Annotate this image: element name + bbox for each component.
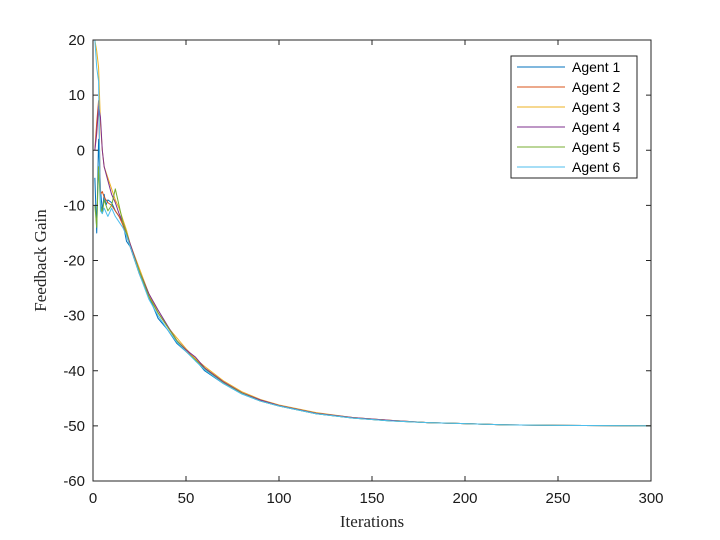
y-tick-label: -20: [63, 253, 85, 270]
y-tick-label: 0: [77, 142, 85, 159]
legend-label: Agent 3: [572, 99, 620, 115]
series-line-agent-1: [94, 138, 651, 427]
legend-label: Agent 4: [572, 119, 620, 135]
y-tick-label: 20: [68, 32, 85, 49]
legend-label: Agent 2: [572, 79, 620, 95]
x-tick-label: 50: [178, 490, 195, 507]
legend-box: [510, 55, 638, 179]
legend-items: Agent 1 Agent 2 Agent 3 Agent 4 Agent 5 Agent…: [517, 59, 620, 175]
series-line-agent-6: [94, 40, 651, 427]
series-line-agent-5: [94, 166, 651, 427]
x-tick-label: 150: [359, 490, 384, 507]
legend-item-agent-3[interactable]: Agent 3: [517, 99, 620, 115]
x-tick-label: 200: [452, 490, 477, 507]
series-layer: [94, 40, 651, 427]
legend-label: Agent 5: [572, 139, 620, 155]
x-axis-title: Iterations: [340, 512, 404, 531]
y-tick-label: -10: [63, 197, 85, 214]
y-tick-label: 10: [68, 87, 85, 104]
y-tick-label: -40: [63, 363, 85, 380]
y-axis-title: Feedback Gain: [31, 209, 50, 312]
x-tick-label: 300: [638, 490, 663, 507]
legend-item-agent-1[interactable]: Agent 1: [517, 59, 620, 75]
y-tick-label: -30: [63, 308, 85, 325]
y-tick-label: -60: [63, 473, 85, 490]
legend-item-agent-4[interactable]: Agent 4: [517, 119, 620, 135]
legend-item-agent-2[interactable]: Agent 2: [517, 79, 620, 95]
series-line-agent-4: [94, 105, 651, 427]
x-tick-label: 0: [89, 490, 97, 507]
tick-layer: 0 50 100 150 200 250 300 -60 -50 -40 -30 -20 -10 0 10 2…: [63, 32, 663, 507]
legend[interactable]: Agent 1 Agent 2 Agent 3 Agent 4 Agent 5 Agent…: [510, 55, 638, 179]
legend-label: Agent 6: [572, 159, 620, 175]
y-tick-label: -50: [63, 418, 85, 435]
x-tick-label: 100: [266, 490, 291, 507]
legend-item-agent-5[interactable]: Agent 5: [517, 139, 620, 155]
legend-item-agent-6[interactable]: Agent 6: [517, 159, 620, 175]
legend-label: Agent 1: [572, 59, 620, 75]
x-tick-label: 250: [545, 490, 570, 507]
